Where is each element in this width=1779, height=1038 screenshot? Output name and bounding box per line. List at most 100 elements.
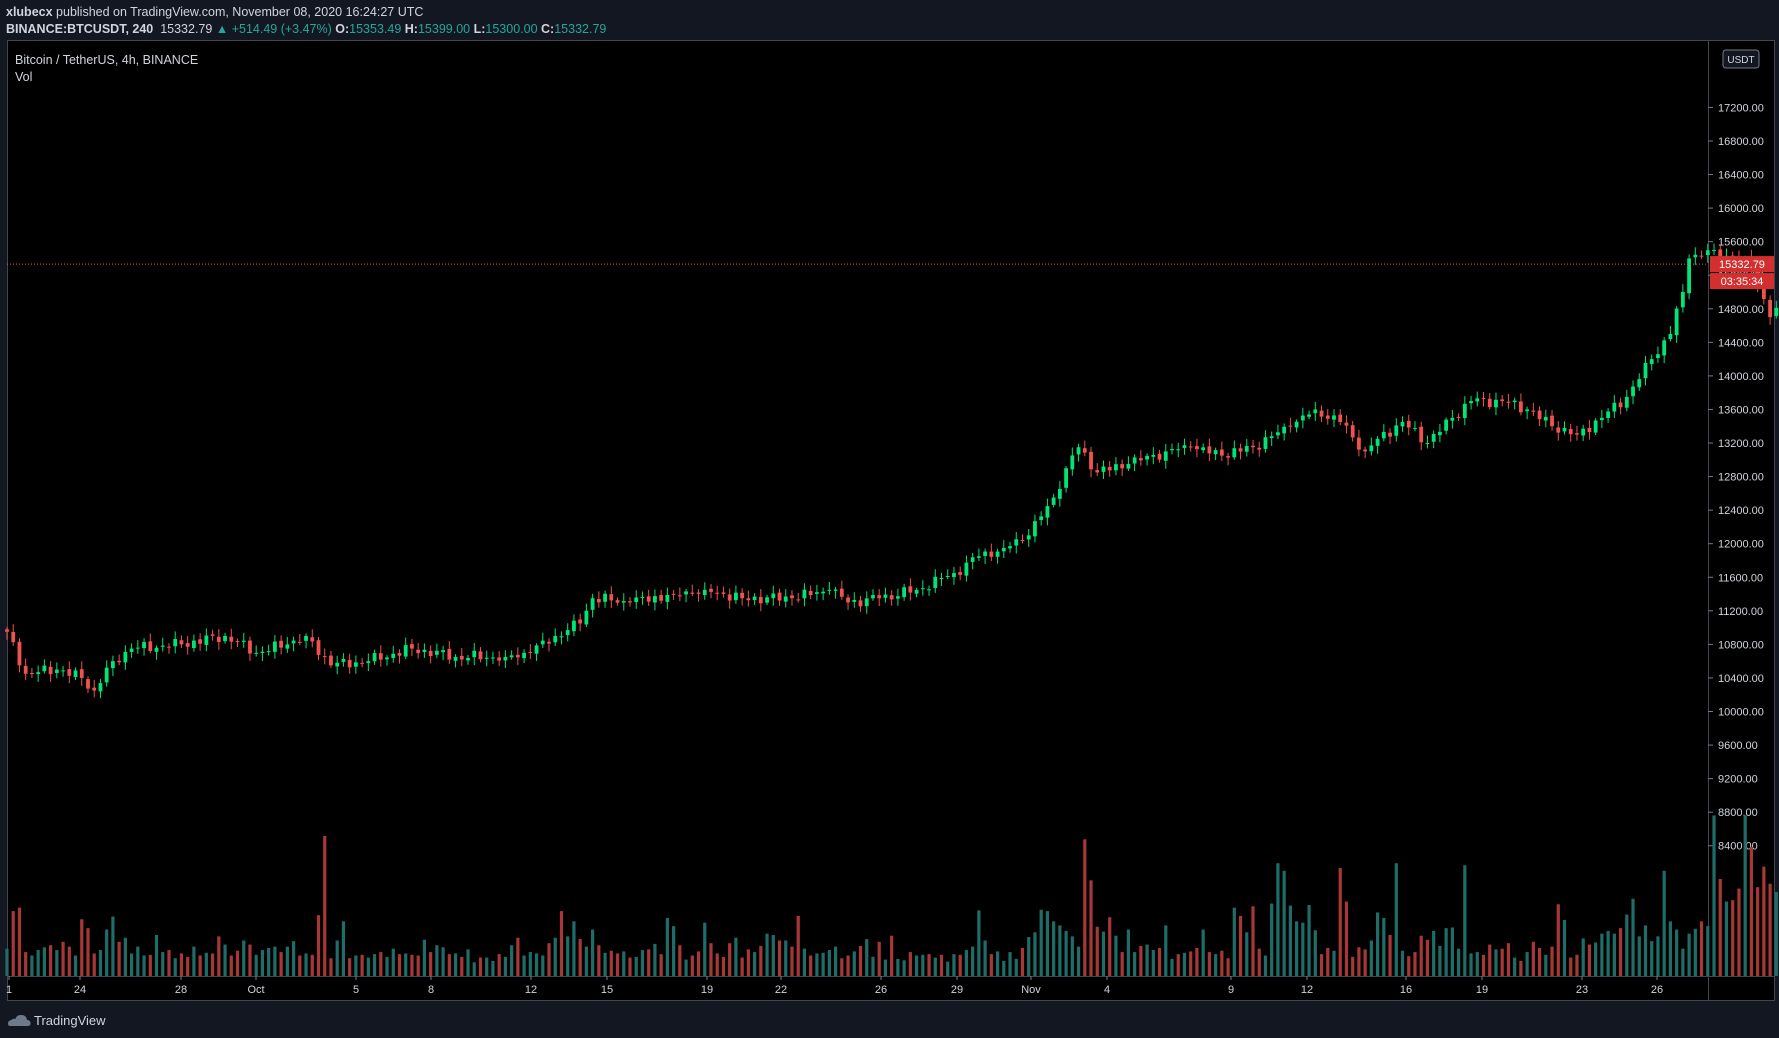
volume-bar [391, 948, 395, 976]
volume-bar [186, 956, 190, 976]
close-label: C: [541, 22, 555, 36]
candle-body [815, 592, 819, 594]
volume-bar [659, 954, 663, 976]
candle-body [603, 593, 607, 602]
volume-bar [1774, 891, 1778, 976]
candle-body [11, 631, 16, 643]
volume-bar [1699, 921, 1704, 976]
candle-body [740, 592, 745, 599]
candle-body [565, 630, 570, 636]
candle-body [484, 657, 489, 659]
volume-bar [1170, 958, 1174, 976]
candle-body [17, 641, 22, 666]
y-tick-label: 16800.00 [1718, 136, 1764, 148]
volume-bar [335, 940, 339, 976]
footer-bar: TradingView [0, 1003, 1779, 1038]
y-tick-label: 13200.00 [1718, 438, 1764, 450]
candle-body [596, 599, 601, 603]
candle-body [1768, 299, 1772, 318]
tradingview-logo-icon [8, 1015, 31, 1026]
volume-bar [1095, 926, 1099, 976]
candle-body [734, 592, 738, 601]
candle-body [1151, 455, 1156, 457]
tradingview-brand[interactable]: TradingView [34, 1013, 106, 1028]
y-tick-label: 11200.00 [1718, 606, 1763, 618]
volume-indicator-label: Vol [15, 70, 33, 84]
x-tick-label: Nov [1021, 984, 1041, 996]
candle-body [715, 592, 720, 594]
candle-body [628, 601, 632, 603]
volume-bar [254, 954, 258, 976]
candle-body [858, 600, 863, 607]
candle-body [1263, 437, 1268, 449]
volume-bar [304, 953, 308, 976]
plot-area[interactable] [7, 40, 1708, 1001]
candle-body [1444, 419, 1449, 431]
volume-bar [1164, 925, 1168, 976]
volume-bar [385, 956, 389, 976]
volume-bar [1020, 947, 1025, 976]
volume-bar [316, 915, 321, 976]
candle-body [796, 599, 801, 601]
volume-bar [1182, 952, 1187, 976]
volume-bar [1724, 901, 1729, 976]
candle-body [310, 637, 315, 642]
volume-bar [553, 937, 557, 976]
volume-bar [192, 946, 196, 976]
candle-body [684, 591, 688, 595]
price-axis[interactable] [1708, 40, 1775, 1001]
candle-body [67, 669, 72, 676]
candle-body [23, 665, 28, 674]
volume-bar [802, 948, 807, 976]
candle-body [621, 601, 626, 603]
volume-bar [42, 947, 46, 976]
volume-bar [5, 948, 9, 976]
candle-body [1525, 409, 1530, 412]
volume-bar [983, 940, 987, 976]
candle-body [1637, 379, 1642, 388]
volume-bar [858, 945, 863, 976]
candle-body [1550, 415, 1554, 427]
volume-bar [223, 944, 227, 976]
candle-body [690, 592, 695, 594]
volume-bar [684, 959, 688, 976]
volume-bar [1369, 940, 1373, 976]
candle-body [1487, 398, 1492, 408]
volume-bar [1506, 943, 1511, 976]
volume-bar [634, 956, 638, 976]
candle-body [1705, 250, 1710, 255]
volume-bar [1569, 957, 1573, 976]
candle-body [1120, 464, 1125, 469]
candle-body [509, 655, 514, 658]
x-tick-label: 5 [353, 984, 359, 996]
currency-badge[interactable] [1722, 49, 1760, 69]
chart-frame [7, 40, 1775, 1001]
volume-bar [130, 953, 134, 976]
candle-body [976, 556, 981, 558]
candle-body [665, 594, 670, 602]
y-tick-label: 12800.00 [1718, 472, 1764, 484]
candle-body [908, 586, 913, 593]
volume-bar [1681, 948, 1685, 976]
volume-bar [603, 952, 607, 976]
publish-info: published on TradingView.com, November 0… [52, 5, 424, 19]
volume-bar [1556, 904, 1560, 976]
volume-bar [161, 952, 165, 976]
volume-bar [1270, 903, 1274, 976]
volume-bar [1756, 887, 1760, 976]
volume-bar [821, 952, 825, 976]
volume-bar [1749, 846, 1753, 976]
candle-body [790, 595, 794, 599]
candle-body [79, 669, 84, 678]
candle-body [148, 641, 153, 652]
candle-body [179, 640, 184, 645]
candle-body [36, 672, 41, 675]
volume-bar [914, 955, 919, 976]
volume-bar [1114, 935, 1118, 976]
candle-body [1761, 285, 1766, 300]
up-arrow-icon: ▲ [215, 22, 229, 36]
price-chart[interactable]: 17200.00 16800.00 16400.00 16000.00 15600.00… [0, 0, 1779, 1003]
volume-bar [1413, 952, 1417, 976]
volume-bar [348, 958, 352, 976]
candle-body [783, 596, 788, 602]
